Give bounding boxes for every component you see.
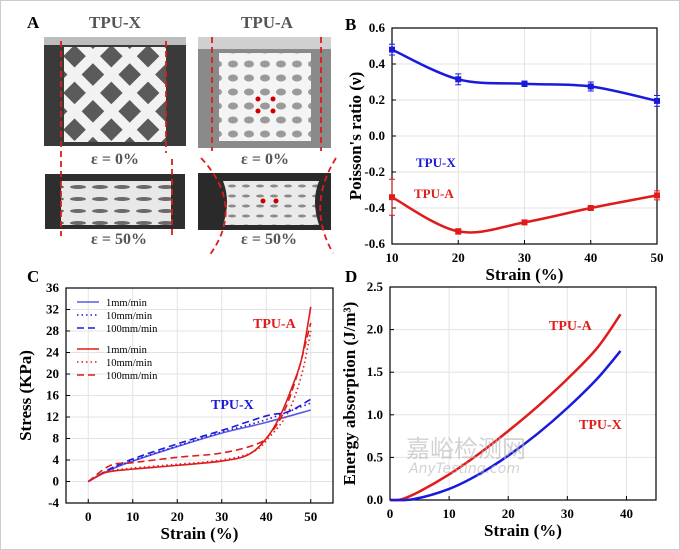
data-point [587,83,594,90]
panel-a-photos [44,37,337,257]
x-axis-label: Strain (%) [486,265,564,284]
y-tick-label: 0.0 [367,492,383,507]
y-axis-label: Poisson's ratio (ν) [346,72,365,200]
y-tick-label: 1.5 [367,364,384,379]
legend-entry: 10mm/min [106,311,153,322]
chart-b: 10 20 30 40 50 -0.6 -0.4 -0.2 0.0 0.2 0.4 0.6 Strain… [346,20,664,284]
y-tick-label: 0.0 [369,128,385,143]
legend-entry: 100mm/min [106,371,158,382]
data-point [521,80,528,87]
x-tick-label: 30 [518,250,531,265]
y-tick-label: 0.5 [367,449,384,464]
y-tick-label: 8 [53,431,60,446]
x-tick-label: 0 [85,509,92,524]
column-title-tpu-x: TPU-X [89,13,141,32]
y-tick-label: -0.6 [364,236,385,251]
y-tick-label: 4 [53,452,60,467]
y-axis-label: Stress (KPa) [16,350,35,441]
data-point [587,205,594,211]
plot-frame [391,27,658,245]
series-label-tpu-x: TPU-X [416,155,456,170]
y-tick-label: -0.4 [364,200,385,215]
panel-label-a: A [27,13,40,32]
y-axis-label: Energy absorption (J/m³) [340,302,359,486]
photo-tpu-x-0 [44,37,186,146]
annotation-tpu-x: TPU-X [579,418,622,433]
x-tick-label: 10 [386,250,399,265]
x-tick-label: 40 [260,509,273,524]
plot-frame [65,287,334,504]
data-point [455,228,462,235]
annotation-tpu-a: TPU-A [549,319,593,334]
y-tick-label: -4 [48,495,59,510]
legend-entry: 1mm/min [106,345,148,356]
x-tick-label: 30 [561,506,574,521]
x-tick-label: 30 [215,509,228,524]
data-point [654,192,660,199]
data-point [455,76,462,83]
x-tick-label: 10 [126,509,139,524]
series-line-tpu-a [389,313,622,502]
photo-tpu-a-50 [198,173,331,230]
x-tick-label: 0 [387,506,394,521]
photo-tpu-a-0 [198,37,331,148]
y-tick-label: 0 [53,474,60,489]
series-label-tpu-a: TPU-A [414,186,454,201]
strain-label-tpu-a-0: ε = 0% [241,151,289,168]
data-point [521,219,528,226]
x-tick-label: 20 [171,509,184,524]
x-tick-label: 50 [304,509,317,524]
legend-entry: 1mm/min [106,298,148,309]
annotation-tpu-x: TPU-X [211,398,254,413]
series-line-TPU-X-100mm-min [87,398,312,483]
data-point [654,97,660,104]
deformation-guides [60,37,337,257]
legend-entry: 100mm/min [106,324,158,335]
watermark-cn: 嘉峪检测网 [406,435,526,463]
column-title-tpu-a: TPU-A [241,13,293,32]
x-tick-label: 40 [620,506,633,521]
strain-label-tpu-a-50: ε = 50% [241,231,297,248]
x-tick-label: 20 [452,250,465,265]
y-tick-label: 32 [46,302,59,317]
series-line-tpu-x [389,350,622,502]
y-tick-label: 0.6 [369,20,386,35]
x-tick-label: 10 [443,506,456,521]
legend-entry: 10mm/min [106,358,153,369]
panel-label-b: B [345,15,357,34]
y-tick-label: 24 [46,345,60,360]
panel-label-d: D [345,267,358,286]
annotation-tpu-a: TPU-A [253,317,297,332]
y-tick-label: 2.5 [367,279,384,294]
x-tick-label: 20 [502,506,515,521]
series-line-TPU-A-100mm-min [87,322,312,483]
data-point [389,46,395,53]
y-tick-label: 28 [46,323,60,338]
watermark-en: AnyTesting.com [409,461,520,477]
y-tick-label: 36 [46,280,60,295]
plot-frame [389,286,657,501]
y-tick-label: 12 [46,409,59,424]
y-tick-label: 16 [46,388,60,403]
x-axis-label: Strain (%) [161,524,239,543]
y-tick-label: 2.0 [367,322,383,337]
data-point [389,194,395,201]
strain-label-tpu-x-0: ε = 0% [91,151,139,168]
series-line-TPU-A-10mm-min [87,330,312,483]
chart-d: 0 10 20 30 40 0.0 0.5 1.0 1.5 2.0 2.5 Strain (%) Ene… [340,279,657,540]
y-tick-label: 0.2 [369,92,385,107]
strain-label-tpu-x-50: ε = 50% [91,231,147,248]
x-tick-label: 40 [584,250,597,265]
photo-tpu-x-50 [45,174,185,229]
x-axis-label: Strain (%) [484,521,562,540]
x-tick-label: 50 [651,250,664,265]
panel-label-c: C [27,267,40,286]
y-tick-label: 20 [46,366,59,381]
y-tick-label: 0.4 [369,56,386,71]
y-tick-label: 1.0 [367,407,383,422]
y-tick-label: -0.2 [364,164,385,179]
chart-c: 0 10 20 30 40 50 -4 0 4 8 12 16 20 24 28 32 36 Strain (%)… [16,280,334,543]
